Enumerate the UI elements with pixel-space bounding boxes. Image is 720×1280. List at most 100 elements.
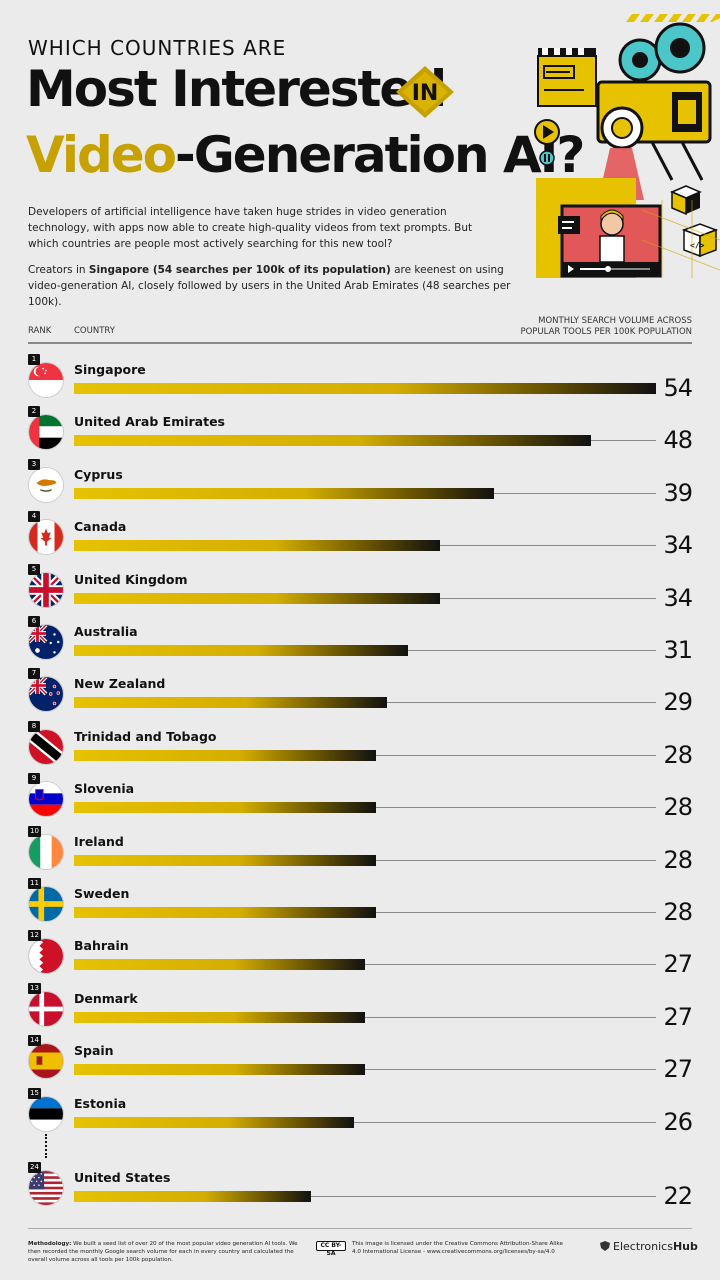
chart-row: 3 Cyprus 39: [0, 459, 720, 511]
footer-divider: [28, 1228, 692, 1229]
brand-name-a: Electronics: [613, 1240, 673, 1253]
chart-row: 14 Spain 27: [0, 1035, 720, 1087]
uk-flag-icon: [28, 572, 64, 608]
chart-row: 12 Bahrain 27: [0, 930, 720, 982]
bahrain-flag-icon: [28, 938, 64, 974]
bar: [74, 383, 656, 394]
license-text: This image is licensed under the Creativ…: [352, 1240, 572, 1256]
value-label: 54: [663, 374, 692, 402]
singapore-flag-icon: [28, 362, 64, 398]
bar: [74, 1064, 365, 1075]
methodology-label: Methodology:: [28, 1241, 71, 1247]
brand-name-b: Hub: [673, 1240, 698, 1253]
country-label: New Zealand: [74, 676, 165, 691]
country-label: Canada: [74, 519, 126, 534]
country-label: Spain: [74, 1043, 114, 1058]
rank-badge: 6: [28, 616, 40, 627]
rank-badge: 10: [28, 826, 41, 837]
chart-row: 4 Canada 34: [0, 511, 720, 563]
rank-badge: 24: [28, 1162, 41, 1173]
country-label: United Kingdom: [74, 572, 187, 587]
sweden-flag-icon: [28, 886, 64, 922]
bar: [74, 855, 376, 866]
rank-badge: 1: [28, 354, 40, 365]
bar: [74, 697, 387, 708]
bar-chart: 1 Singapore 54 2 United Arab Emirates 48 3 Cypr…: [0, 0, 720, 1280]
bar: [74, 959, 365, 970]
value-label: 48: [663, 426, 692, 454]
ireland-flag-icon: [28, 834, 64, 870]
chart-row: 15 Estonia 26: [0, 1088, 720, 1140]
country-label: Singapore: [74, 362, 146, 377]
estonia-flag-icon: [28, 1096, 64, 1132]
rank-badge: 12: [28, 930, 41, 941]
country-label: Denmark: [74, 991, 138, 1006]
country-label: Slovenia: [74, 781, 134, 796]
uae-flag-icon: [28, 414, 64, 450]
bar: [74, 1012, 365, 1023]
value-label: 28: [663, 898, 692, 926]
rank-badge: 14: [28, 1035, 41, 1046]
country-label: United Arab Emirates: [74, 414, 225, 429]
methodology-note: Methodology: We built a seed list of ove…: [28, 1240, 298, 1264]
country-label: Bahrain: [74, 938, 129, 953]
chart-row: 1 Singapore 54: [0, 354, 720, 406]
country-label: Ireland: [74, 834, 124, 849]
value-label: 27: [663, 950, 692, 978]
value-label: 27: [663, 1003, 692, 1031]
value-label: 28: [663, 741, 692, 769]
canada-flag-icon: [28, 519, 64, 555]
rank-badge: 7: [28, 668, 40, 679]
rank-badge: 13: [28, 983, 41, 994]
new-zealand-flag-icon: [28, 676, 64, 712]
bar: [74, 488, 494, 499]
usa-flag-icon: [28, 1170, 64, 1206]
value-label: 27: [663, 1055, 692, 1083]
value-label: 28: [663, 846, 692, 874]
bar: [74, 593, 440, 604]
country-label: Cyprus: [74, 467, 123, 482]
spain-flag-icon: [28, 1043, 64, 1079]
cc-license-badge: CC BY-SA: [316, 1241, 346, 1251]
bar: [74, 540, 440, 551]
value-label: 28: [663, 793, 692, 821]
rank-badge: 11: [28, 878, 41, 889]
chart-row: 6 Australia 31: [0, 616, 720, 668]
value-label: 34: [663, 584, 692, 612]
bar: [74, 645, 408, 656]
chart-row: 7 New Zealand 29: [0, 668, 720, 720]
brand-logo[interactable]: ElectronicsHub: [600, 1240, 698, 1253]
rank-badge: 15: [28, 1088, 41, 1099]
bar: [74, 435, 591, 446]
trinidad-flag-icon: [28, 729, 64, 765]
chart-row: 11 Sweden 28: [0, 878, 720, 930]
rank-gap-ellipsis: [45, 1134, 47, 1158]
bar: [74, 1117, 354, 1128]
rank-badge: 4: [28, 511, 40, 522]
bar: [74, 750, 376, 761]
rank-badge: 3: [28, 459, 40, 470]
slovenia-flag-icon: [28, 781, 64, 817]
rank-badge: 8: [28, 721, 40, 732]
chart-row: 2 United Arab Emirates 48: [0, 406, 720, 458]
value-label: 39: [663, 479, 692, 507]
country-label: Estonia: [74, 1096, 126, 1111]
rank-badge: 2: [28, 406, 40, 417]
chart-row: 8 Trinidad and Tobago 28: [0, 721, 720, 773]
country-label: United States: [74, 1170, 170, 1185]
brand-shield-icon: [600, 1241, 610, 1251]
chart-row: 13 Denmark 27: [0, 983, 720, 1035]
bar: [74, 907, 376, 918]
value-label: 31: [663, 636, 692, 664]
denmark-flag-icon: [28, 991, 64, 1027]
chart-row: 10 Ireland 28: [0, 826, 720, 878]
australia-flag-icon: [28, 624, 64, 660]
value-label: 26: [663, 1108, 692, 1136]
value-label: 34: [663, 531, 692, 559]
bar: [74, 1191, 311, 1202]
bar: [74, 802, 376, 813]
chart-row: 24 United States 22: [0, 1162, 720, 1214]
chart-row: 5 United Kingdom 34: [0, 564, 720, 616]
rank-badge: 5: [28, 564, 40, 575]
rank-badge: 9: [28, 773, 40, 784]
